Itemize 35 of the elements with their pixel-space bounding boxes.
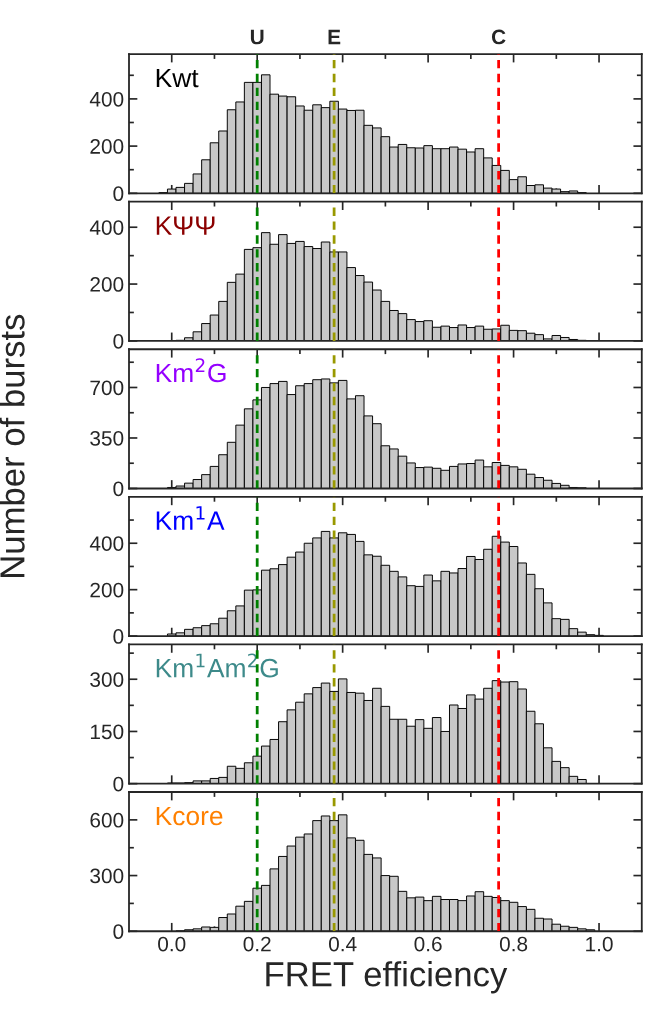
y-tick-label: 400: [89, 220, 124, 235]
y-tick-label: 0: [113, 186, 124, 202]
x-tick-label: 0.2: [243, 936, 271, 952]
y-tick-label: 350: [90, 430, 124, 446]
chart-title: KΨΨ: [156, 216, 215, 235]
x-tick-label: 1.0: [586, 936, 613, 952]
chart-title: Km$^{1}$A: [156, 506, 225, 530]
y-tick-label: 0: [113, 629, 124, 644]
chart-title: Kcore: [156, 806, 223, 826]
x-tick-label: 0.6: [414, 936, 442, 952]
y-tick-label: 700: [90, 380, 124, 396]
chart-title: Km$^{1}$Am$^{2}$G: [156, 653, 278, 678]
y-tick-label: 300: [90, 672, 124, 687]
y-tick-label: 0: [113, 776, 124, 792]
y-tick-label: 200: [90, 582, 124, 598]
y-tick-label: 600: [90, 812, 124, 828]
y-tick-label: 400: [89, 91, 124, 107]
ref-line-label: U: [250, 29, 264, 45]
x-tick-label: 0.4: [328, 936, 357, 952]
x-tick-label: 0.8: [499, 936, 528, 952]
y-tick-label: 0: [113, 924, 124, 940]
y-axis-title: Number of bursts: [0, 314, 25, 577]
chart-title: Km$^{2}$G: [156, 358, 226, 383]
y-tick-label: 200: [90, 277, 124, 292]
y-tick-label: 300: [90, 868, 124, 884]
y-tick-label: 0: [113, 333, 124, 349]
ref-line-label: C: [491, 29, 506, 45]
x-tick-label: 0.0: [158, 936, 186, 952]
y-tick-label: 400: [89, 536, 124, 551]
x-axis-title: FRET efficiency: [266, 961, 508, 994]
y-tick-label: 0: [113, 481, 124, 497]
ref-line-label: E: [328, 29, 341, 45]
y-tick-label: 200: [90, 139, 124, 154]
chart-title: Kwt: [156, 68, 199, 88]
y-tick-label: 150: [90, 724, 124, 740]
